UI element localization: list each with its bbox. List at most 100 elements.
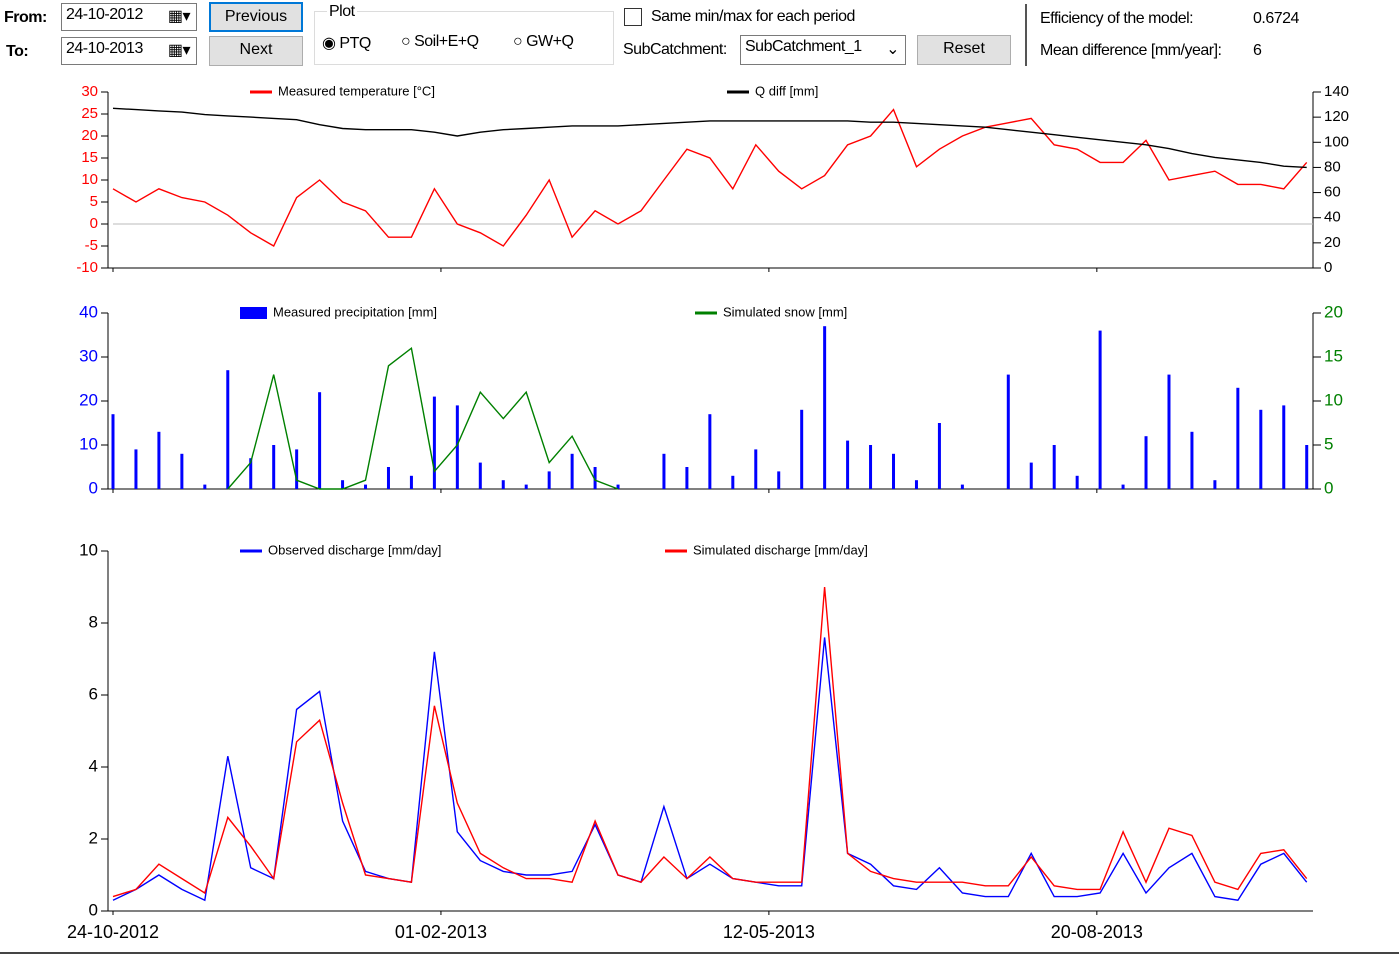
x-tick-label: 12-05-2013 — [723, 922, 815, 942]
bar — [478, 462, 482, 489]
radio[interactable]: ○ GW+Q — [513, 33, 574, 50]
legend-label: Simulated snow [mm] — [723, 304, 847, 319]
y2-tick-label: 40 — [1324, 209, 1341, 226]
y-tick-label: 10 — [81, 171, 98, 188]
bar — [1167, 374, 1171, 489]
next-button[interactable]: Next — [209, 36, 303, 66]
y-tick-label: 20 — [79, 390, 98, 409]
y-tick-label: 0 — [89, 900, 98, 919]
bar — [1236, 387, 1240, 489]
previous-button[interactable]: Previous — [209, 2, 303, 32]
bar — [180, 453, 184, 489]
y2-tick-label: 140 — [1324, 83, 1349, 100]
y-tick-label: 2 — [89, 828, 98, 847]
bar — [823, 326, 827, 489]
y-tick-label: 30 — [81, 83, 98, 100]
bar — [800, 409, 804, 489]
plot-group-label: Plot — [327, 3, 357, 21]
bar — [869, 445, 873, 489]
legend-label: Measured precipitation [mm] — [273, 304, 437, 319]
y-tick-label: 25 — [81, 105, 98, 122]
subcatchment-label: SubCatchment: — [623, 41, 727, 58]
bar — [134, 449, 138, 489]
y-tick-label: 4 — [89, 756, 98, 775]
series-line — [112, 586, 1308, 898]
bar — [501, 480, 505, 489]
y2-tick-label: 80 — [1324, 158, 1341, 175]
y-tick-label: 20 — [81, 127, 98, 144]
bar — [272, 445, 276, 489]
y-tick-label: 0 — [89, 478, 98, 497]
bar — [754, 449, 758, 489]
bar — [662, 453, 666, 489]
bar — [1075, 475, 1079, 489]
bar — [1213, 480, 1217, 489]
bar — [341, 480, 345, 489]
series-line — [112, 108, 1308, 247]
bar — [203, 484, 207, 489]
bar — [157, 431, 161, 489]
from-label: From: — [4, 9, 47, 26]
bar — [937, 423, 941, 489]
bar — [524, 484, 528, 489]
subcatchment-value: SubCatchment_1 — [745, 38, 862, 55]
plot-group — [314, 11, 614, 65]
legend-label: Simulated discharge [mm/day] — [693, 542, 868, 557]
y2-tick-label: 20 — [1324, 302, 1343, 321]
y-tick-label: 40 — [79, 302, 98, 321]
bar — [432, 396, 436, 489]
bar — [1305, 445, 1309, 489]
y2-tick-label: 100 — [1324, 133, 1349, 150]
x-tick-label: 20-08-2013 — [1051, 922, 1143, 942]
bar — [318, 392, 322, 489]
mean-diff-label: Mean difference [mm/year]: — [1040, 42, 1222, 59]
reset-button[interactable]: Reset — [917, 35, 1011, 65]
bar — [386, 467, 390, 489]
mean-diff-value: 6 — [1253, 42, 1262, 59]
bar — [1144, 436, 1148, 489]
legend-swatch — [240, 307, 267, 319]
to-date[interactable]: 24-10-2013 ▦▾ — [61, 37, 197, 65]
y-tick-label: 10 — [79, 434, 98, 453]
y-tick-label: 6 — [89, 684, 98, 703]
bar — [777, 471, 781, 489]
separator — [1025, 4, 1027, 66]
y-tick-label: 10 — [79, 540, 98, 559]
radio-label: GW+Q — [526, 33, 574, 50]
bar — [914, 480, 918, 489]
bar — [1052, 445, 1056, 489]
y2-tick-label: 0 — [1324, 259, 1332, 276]
bar — [1190, 431, 1194, 489]
radio[interactable]: ○ Soil+E+Q — [401, 33, 479, 50]
bar — [846, 440, 850, 489]
radio[interactable]: ◉ PTQ — [322, 35, 371, 52]
bar — [295, 449, 299, 489]
bar — [1282, 405, 1286, 489]
bar — [708, 414, 712, 489]
y-tick-label: -10 — [76, 259, 98, 276]
from-date[interactable]: 24-10-2012 ▦▾ — [61, 3, 197, 31]
bar — [960, 484, 964, 489]
bar — [685, 467, 689, 489]
bar — [731, 475, 735, 489]
checkbox-label: Same min/max for each period — [651, 8, 855, 25]
y2-tick-label: 120 — [1324, 108, 1349, 125]
bar — [570, 453, 574, 489]
y2-tick-label: 15 — [1324, 346, 1343, 365]
bar — [1029, 462, 1033, 489]
checkbox[interactable] — [624, 8, 642, 26]
bar — [455, 405, 459, 489]
legend-label: Q diff [mm] — [755, 83, 818, 98]
bar — [1259, 409, 1263, 489]
bar — [249, 458, 253, 489]
series-line — [112, 107, 1307, 169]
y2-tick-label: 20 — [1324, 234, 1341, 251]
subcatchment-select[interactable]: SubCatchment_1 ⌄ — [740, 35, 906, 65]
efficiency-label: Efficiency of the model: — [1040, 10, 1194, 27]
y-tick-label: 5 — [90, 193, 98, 210]
y-tick-label: 8 — [89, 612, 98, 631]
bar — [616, 484, 620, 489]
y-tick-label: 30 — [79, 346, 98, 365]
radio-label: PTQ — [339, 35, 371, 52]
